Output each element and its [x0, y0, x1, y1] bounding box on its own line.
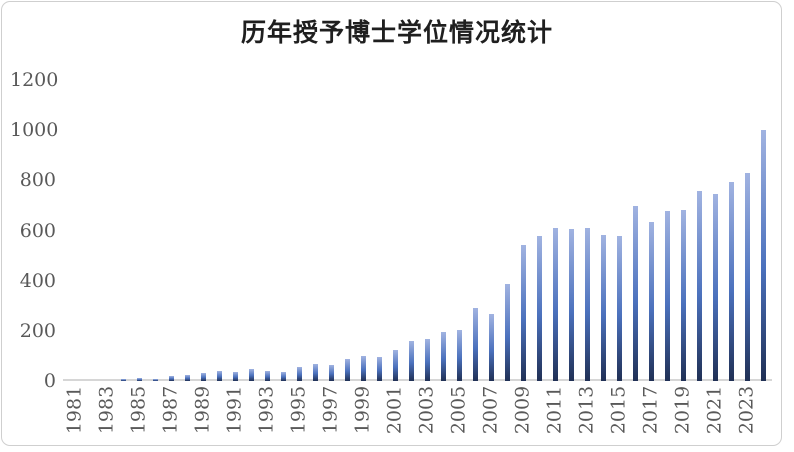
y-tick-label: 200 [19, 319, 56, 342]
bar-2022 [728, 182, 734, 381]
x-axis-line [63, 379, 772, 381]
x-tick-label: 1995 [287, 385, 310, 435]
x-tick-label: 1989 [191, 385, 214, 435]
bar-2005 [456, 330, 462, 381]
bar-2002 [408, 341, 414, 381]
bar-1995 [296, 367, 302, 381]
x-tick-label: 2011 [543, 385, 566, 435]
bar-2021 [712, 194, 718, 381]
bar-2006 [472, 308, 478, 381]
y-tick-label: 1200 [10, 69, 59, 92]
bar-2000 [376, 357, 382, 381]
bar-2003 [424, 339, 430, 381]
y-tick-label: 0 [43, 370, 56, 392]
bar-1991 [232, 372, 238, 381]
bar-2024 [760, 130, 766, 381]
bar-1996 [312, 364, 318, 381]
bar-2011 [552, 228, 558, 381]
y-tick-label: 400 [19, 269, 56, 292]
bar-1987 [168, 376, 174, 381]
x-tick-label: 2021 [703, 385, 726, 435]
x-tick-label: 2017 [639, 385, 662, 435]
bar-1999 [360, 356, 366, 381]
y-tick-label: 600 [19, 219, 56, 242]
x-tick-label: 2005 [447, 385, 470, 435]
x-tick-label: 2015 [607, 385, 630, 435]
x-tick-label: 2007 [479, 385, 502, 435]
y-tick-label: 1000 [10, 119, 59, 142]
bar-2020 [696, 191, 702, 381]
bar-1990 [216, 371, 222, 381]
bar-1988 [184, 375, 190, 381]
bar-1984 [120, 379, 126, 381]
bar-1993 [264, 371, 270, 381]
x-tick-label: 1985 [127, 385, 150, 435]
x-tick-label: 1991 [223, 385, 246, 435]
bar-2015 [616, 236, 622, 381]
x-tick-label: 1981 [63, 385, 86, 435]
bar-1994 [280, 372, 286, 381]
x-tick-label: 2013 [575, 385, 598, 435]
bar-2008 [504, 284, 510, 381]
x-tick-label: 2001 [383, 385, 406, 435]
chart-title: 历年授予博士学位情况统计 [240, 18, 553, 47]
bar-2023 [744, 173, 750, 381]
bar-2012 [568, 229, 574, 381]
bar-2010 [536, 236, 542, 381]
bar-2007 [488, 314, 494, 381]
y-tick-label: 800 [19, 169, 56, 192]
bar-2016 [632, 206, 638, 381]
x-tick-label: 1983 [95, 385, 118, 435]
bar-1997 [328, 365, 334, 381]
x-tick-label: 1999 [351, 385, 374, 435]
x-tick-label: 1997 [319, 385, 342, 435]
bar-1989 [200, 373, 206, 381]
bar-2018 [664, 211, 670, 381]
bar-2014 [600, 235, 606, 381]
bar-2001 [392, 350, 398, 381]
x-tick-label: 1993 [255, 385, 278, 435]
bar-2017 [648, 222, 654, 381]
bar-1985 [136, 378, 142, 381]
bar-2013 [584, 228, 590, 381]
bar-1986 [152, 379, 158, 381]
x-tick-label: 2009 [511, 385, 534, 435]
x-tick-label: 2019 [671, 385, 694, 435]
bar-2019 [680, 210, 686, 381]
bar-2009 [520, 245, 526, 381]
x-tick-label: 2003 [415, 385, 438, 435]
x-tick-label: 2023 [735, 385, 758, 435]
bar-2004 [440, 332, 446, 381]
bar-1992 [248, 369, 254, 381]
x-tick-label: 1987 [159, 385, 182, 435]
bar-1998 [344, 359, 350, 381]
